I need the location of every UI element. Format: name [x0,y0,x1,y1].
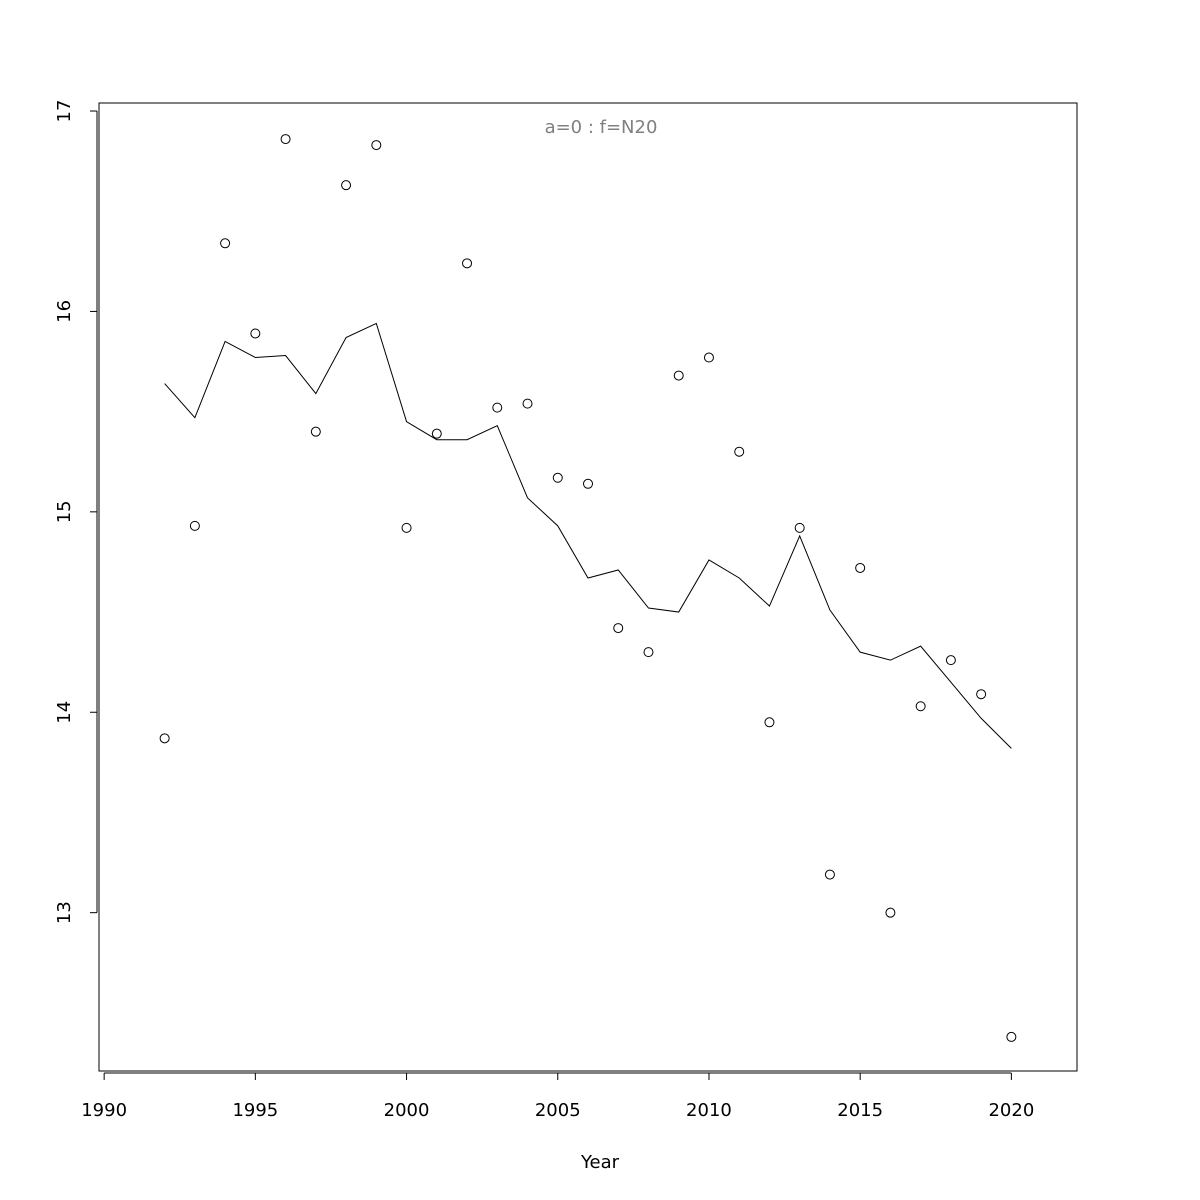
point [250,328,261,339]
y-tick-label: 17 [54,100,75,123]
point [310,426,321,437]
y-tick-label: 13 [54,901,75,924]
point [552,472,563,483]
point [1006,1031,1017,1042]
point [764,717,775,728]
point [794,522,805,533]
x-tick-label: 2010 [686,1100,732,1121]
point [522,398,533,409]
point [280,134,291,145]
point [855,562,866,573]
point [159,733,170,744]
y-tick-label: 14 [54,701,75,724]
y-tick-label: 15 [54,500,75,523]
point [915,701,926,712]
point [371,140,382,151]
point [643,647,654,658]
point [220,238,231,249]
annotation: a=0 : f=N20 [545,117,658,138]
x-tick-label: 1995 [232,1100,278,1121]
trend-line [164,322,1012,749]
x-tick-label: 2020 [988,1100,1034,1121]
x-axis-label: Year [580,1152,620,1173]
point [885,907,896,918]
x-tick-label: 2005 [535,1100,581,1121]
point [613,623,624,634]
point [734,446,745,457]
point [401,522,412,533]
x-tick-label: 2000 [384,1100,430,1121]
point [462,258,473,269]
point [341,180,352,191]
point [703,352,714,363]
plot-frame [98,102,1078,1072]
point [189,520,200,531]
point [583,478,593,489]
point [492,402,503,413]
x-tick-label: 2015 [837,1100,883,1121]
x-tick-label: 1990 [81,1100,127,1121]
point [431,428,442,439]
point [945,655,956,666]
point [976,689,987,700]
point [824,869,835,880]
y-tick-label: 16 [54,300,75,323]
point [673,370,684,381]
